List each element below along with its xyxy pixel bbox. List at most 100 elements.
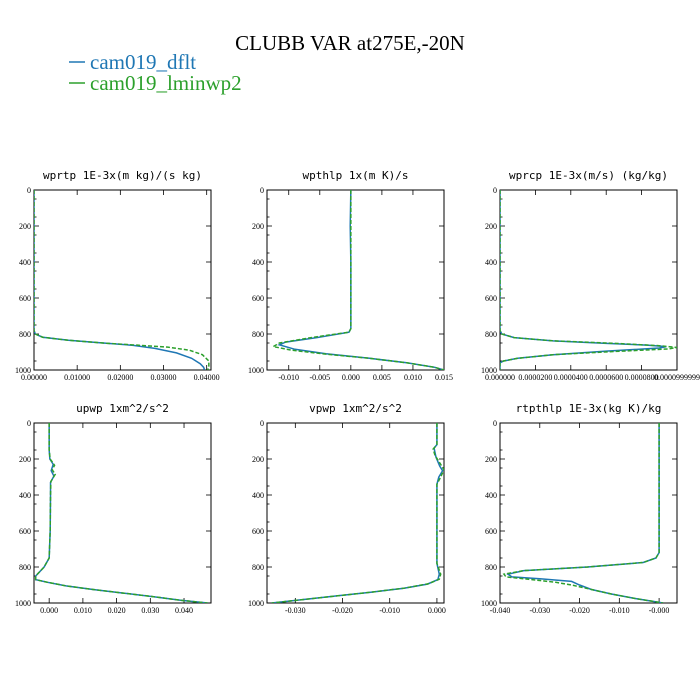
series-line-dflt bbox=[506, 423, 664, 603]
plot-frame bbox=[266, 189, 445, 371]
plot-frame bbox=[499, 422, 678, 604]
x-tick-label: -0.020 bbox=[569, 606, 590, 615]
y-tick-label: 400 bbox=[19, 491, 31, 500]
x-tick-label: 0.010 bbox=[74, 606, 92, 615]
series-line-lminwp2 bbox=[502, 423, 664, 603]
y-tick-label: 200 bbox=[19, 222, 31, 231]
x-tick-label: 0.0000999999 bbox=[654, 373, 700, 382]
y-tick-label: 0 bbox=[27, 186, 31, 195]
y-tick-label: 400 bbox=[19, 258, 31, 267]
x-tick-label: 0.01000 bbox=[64, 373, 90, 382]
panel-title: wprtp 1E-3x(m kg)/(s kg) bbox=[43, 169, 202, 182]
y-tick-label: 0 bbox=[27, 419, 31, 428]
series-line-lminwp2 bbox=[34, 190, 210, 370]
y-tick-label: 600 bbox=[19, 527, 31, 536]
x-tick-label: 0.000000 bbox=[485, 373, 515, 382]
y-tick-label: 0 bbox=[493, 419, 497, 428]
x-tick-label: 0.030 bbox=[141, 606, 159, 615]
x-tick-label: 0.0000200 bbox=[518, 373, 552, 382]
x-tick-label: 0.040 bbox=[175, 606, 193, 615]
panel-title: rtpthlp 1E-3x(kg K)/kg bbox=[516, 402, 662, 415]
figure-title: CLUBB VAR at275E,-20N bbox=[235, 31, 465, 55]
x-tick-label: 0.0000800 bbox=[625, 373, 659, 382]
x-tick-label: 0.04000 bbox=[194, 373, 220, 382]
y-tick-label: 0 bbox=[260, 419, 264, 428]
x-tick-label: 0.03000 bbox=[151, 373, 177, 382]
y-tick-label: 1000 bbox=[248, 599, 264, 608]
panels: wprtp 1E-3x(m kg)/(s kg) 0 200 400 600 800 100… bbox=[15, 169, 700, 615]
y-tick-label: 800 bbox=[19, 563, 31, 572]
y-tick-label: 1000 bbox=[15, 366, 31, 375]
x-tick-label: 0.0000400 bbox=[554, 373, 588, 382]
series-line-lminwp2 bbox=[34, 423, 208, 603]
x-tick-label: -0.005 bbox=[309, 373, 330, 382]
series-line-lminwp2 bbox=[271, 190, 444, 370]
x-tick-label: 0.000 bbox=[428, 606, 446, 615]
x-tick-label: 0.00000 bbox=[21, 373, 47, 382]
y-tick-label: 600 bbox=[252, 527, 264, 536]
y-tick-label: 800 bbox=[252, 330, 264, 339]
y-tick-label: 600 bbox=[485, 527, 497, 536]
y-tick-label: 600 bbox=[19, 294, 31, 303]
x-tick-label: -0.040 bbox=[490, 606, 511, 615]
x-tick-label: 0.010 bbox=[404, 373, 422, 382]
y-tick-label: 200 bbox=[19, 455, 31, 464]
panel-title: upwp 1xm^2/s^2 bbox=[76, 402, 169, 415]
panel-1: wprtp 1E-3x(m kg)/(s kg) 0 200 400 600 800 100… bbox=[15, 169, 220, 382]
legend-label-lminwp2: cam019_lminwp2 bbox=[90, 71, 242, 95]
x-tick-label: -0.020 bbox=[332, 606, 353, 615]
y-tick-label: 400 bbox=[485, 491, 497, 500]
series-line-dflt bbox=[271, 423, 444, 603]
plot-frame bbox=[266, 422, 445, 604]
x-tick-label: 0.0000600 bbox=[589, 373, 623, 382]
panel-title: wpthlp 1x(m K)/s bbox=[303, 169, 409, 182]
y-tick-label: 200 bbox=[252, 455, 264, 464]
x-tick-label: 0.005 bbox=[373, 373, 391, 382]
series-line-lminwp2 bbox=[500, 190, 677, 370]
x-tick-label: 0.02000 bbox=[107, 373, 133, 382]
legend-label-dflt: cam019_dflt bbox=[90, 50, 196, 74]
y-tick-label: 0 bbox=[260, 186, 264, 195]
series-line-dflt bbox=[500, 190, 667, 370]
x-tick-label: -0.000 bbox=[649, 606, 670, 615]
x-tick-label: -0.010 bbox=[609, 606, 630, 615]
x-tick-label: 0.020 bbox=[108, 606, 126, 615]
y-tick-label: 400 bbox=[252, 491, 264, 500]
y-tick-label: 1000 bbox=[481, 366, 497, 375]
panel-title: wprcp 1E-3x(m/s) (kg/kg) bbox=[509, 169, 668, 182]
x-tick-label: 0.015 bbox=[435, 373, 453, 382]
y-tick-label: 1000 bbox=[248, 366, 264, 375]
y-tick-label: 800 bbox=[485, 330, 497, 339]
panel-2: wpthlp 1x(m K)/s 0 200 400 600 800 1000 -0.010 -… bbox=[248, 169, 453, 382]
series-line-dflt bbox=[34, 190, 206, 370]
y-tick-label: 200 bbox=[485, 222, 497, 231]
series-line-dflt bbox=[34, 423, 208, 603]
y-tick-label: 800 bbox=[485, 563, 497, 572]
y-tick-label: 600 bbox=[252, 294, 264, 303]
x-tick-label: -0.010 bbox=[379, 606, 400, 615]
panel-4: upwp 1xm^2/s^2 0 200 400 600 800 1000 0.000 0.01… bbox=[15, 402, 212, 615]
x-tick-label: 0.000 bbox=[342, 373, 360, 382]
x-tick-label: 0.000 bbox=[40, 606, 58, 615]
legend: cam019_dflt cam019_lminwp2 bbox=[69, 50, 242, 95]
y-tick-label: 800 bbox=[252, 563, 264, 572]
y-tick-label: 400 bbox=[252, 258, 264, 267]
plot-frame bbox=[33, 189, 212, 371]
x-tick-label: -0.030 bbox=[529, 606, 550, 615]
panel-6: rtpthlp 1E-3x(kg K)/kg02004006008001000-… bbox=[481, 402, 678, 615]
panel-3: wprcp 1E-3x(m/s) (kg/kg) 0 200 400 600 800 100… bbox=[481, 169, 700, 382]
y-tick-label: 800 bbox=[19, 330, 31, 339]
y-tick-label: 1000 bbox=[15, 599, 31, 608]
y-tick-label: 400 bbox=[485, 258, 497, 267]
plot-frame bbox=[33, 422, 212, 604]
series-line-dflt bbox=[277, 190, 444, 370]
y-tick-label: 1000 bbox=[481, 599, 497, 608]
panel-title: vpwp 1xm^2/s^2 bbox=[309, 402, 402, 415]
x-tick-label: -0.010 bbox=[278, 373, 299, 382]
y-tick-label: 200 bbox=[252, 222, 264, 231]
x-tick-label: -0.030 bbox=[285, 606, 306, 615]
y-tick-label: 0 bbox=[493, 186, 497, 195]
panel-5: vpwp 1xm^2/s^2 0 200 400 600 800 1000 -0.030 -0.… bbox=[248, 402, 446, 615]
y-tick-label: 200 bbox=[485, 455, 497, 464]
